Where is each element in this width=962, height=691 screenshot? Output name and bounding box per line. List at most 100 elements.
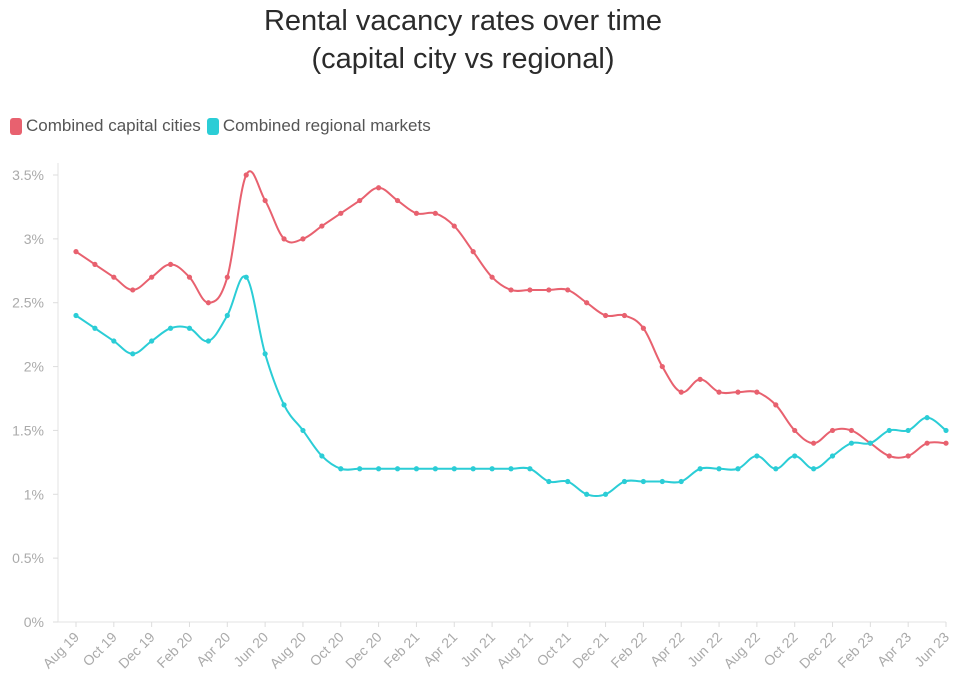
- x-tick-label: Dec 22: [796, 629, 839, 672]
- data-point-regional: [130, 351, 136, 357]
- x-tick-label: Oct 20: [306, 629, 347, 670]
- data-point-capital: [149, 274, 155, 280]
- data-point-regional: [243, 274, 249, 280]
- data-point-capital: [886, 453, 892, 459]
- x-tick-label: Apr 21: [420, 629, 461, 670]
- data-point-regional: [678, 478, 684, 485]
- series-line-capital: [75, 170, 947, 459]
- x-tick-label: Aug 22: [720, 629, 763, 672]
- data-point-regional: [262, 351, 268, 357]
- data-point-regional: [376, 466, 382, 472]
- data-point-regional: [659, 478, 665, 485]
- data-point-capital: [262, 197, 268, 204]
- data-point-regional: [451, 466, 457, 472]
- data-point-regional: [584, 491, 590, 497]
- data-point-capital: [376, 185, 382, 191]
- data-point-capital: [319, 223, 325, 229]
- data-point-capital: [224, 274, 230, 280]
- x-tick-label: Oct 22: [760, 629, 801, 670]
- data-point-capital: [640, 325, 646, 331]
- chart-title: Rental vacancy rates over time (capital …: [0, 2, 926, 78]
- data-point-regional: [886, 427, 892, 434]
- data-point-regional: [621, 478, 628, 485]
- data-point-regional: [111, 338, 117, 344]
- data-point-capital: [716, 389, 722, 395]
- data-point-capital: [281, 236, 287, 242]
- chart-title-line-1: Rental vacancy rates over time: [263, 5, 663, 37]
- data-point-regional: [149, 338, 155, 344]
- data-point-capital: [338, 210, 344, 216]
- data-point-regional: [319, 453, 325, 459]
- data-point-capital: [130, 287, 136, 293]
- x-tick-label: Dec 19: [115, 629, 158, 672]
- data-point-regional: [205, 338, 211, 344]
- data-point-regional: [735, 466, 741, 472]
- data-point-regional: [73, 312, 79, 319]
- x-tick-label: Feb 22: [607, 629, 649, 671]
- series-line-regional: [75, 275, 947, 498]
- legend-item-capital[interactable]: Combined capital cities: [10, 116, 201, 136]
- data-point-capital: [829, 427, 836, 434]
- data-point-capital: [584, 300, 590, 306]
- data-point-capital: [697, 376, 703, 382]
- x-tick-label: Feb 20: [153, 629, 195, 671]
- data-point-capital: [167, 261, 174, 267]
- data-point-regional: [470, 466, 476, 472]
- data-point-capital: [394, 197, 401, 204]
- x-tick-label: Feb 21: [380, 629, 422, 671]
- y-tick-label: 1.5%: [12, 422, 44, 438]
- y-tick-label: 2%: [24, 359, 44, 375]
- data-point-regional: [546, 478, 552, 485]
- data-point-regional: [527, 466, 533, 472]
- data-point-regional: [792, 453, 798, 459]
- data-point-capital: [186, 274, 193, 280]
- data-point-capital: [489, 274, 495, 280]
- data-point-capital: [792, 427, 798, 434]
- data-point-capital: [470, 249, 476, 255]
- data-point-regional: [186, 325, 193, 331]
- legend-swatch-regional: [206, 117, 219, 135]
- x-tick-label: Aug 20: [266, 629, 309, 672]
- data-point-capital: [621, 312, 628, 319]
- data-point-regional: [924, 415, 930, 421]
- data-point-capital: [73, 249, 79, 255]
- legend-item-regional[interactable]: Combined regional markets: [206, 116, 431, 136]
- y-tick-label: 2.5%: [12, 295, 44, 311]
- data-point-regional: [489, 466, 495, 472]
- data-point-capital: [773, 402, 779, 408]
- data-point-capital: [451, 223, 457, 229]
- chart-title-line-2: (capital city vs regional): [311, 43, 615, 75]
- data-point-regional: [697, 466, 703, 472]
- data-point-capital: [678, 389, 684, 395]
- data-point-regional: [413, 466, 420, 472]
- data-point-regional: [338, 466, 344, 472]
- data-point-capital: [735, 389, 741, 395]
- data-point-regional: [565, 478, 571, 485]
- x-tick-label: Aug 19: [39, 629, 82, 672]
- data-point-capital: [546, 287, 552, 293]
- data-point-capital: [811, 440, 817, 446]
- x-tick-label: Apr 22: [647, 629, 688, 670]
- data-point-regional: [716, 466, 722, 472]
- data-point-regional: [432, 466, 438, 472]
- y-tick-label: 1%: [24, 486, 44, 502]
- y-tick-label: 3%: [24, 231, 44, 247]
- data-point-capital: [432, 210, 438, 216]
- data-point-capital: [357, 197, 363, 204]
- data-point-regional: [224, 312, 230, 319]
- data-point-regional: [848, 440, 855, 446]
- data-point-capital: [602, 312, 609, 319]
- x-tick-label: Jun 22: [684, 629, 725, 670]
- data-point-capital: [527, 287, 533, 293]
- x-tick-label: Dec 20: [342, 629, 385, 672]
- x-tick-label: Apr 23: [874, 629, 915, 670]
- data-point-capital: [300, 236, 306, 242]
- data-point-regional: [394, 466, 401, 472]
- data-point-regional: [943, 427, 949, 434]
- data-point-regional: [357, 466, 363, 472]
- data-point-capital: [243, 172, 249, 178]
- data-point-regional: [281, 402, 287, 408]
- data-point-regional: [829, 453, 836, 459]
- data-point-regional: [754, 453, 760, 459]
